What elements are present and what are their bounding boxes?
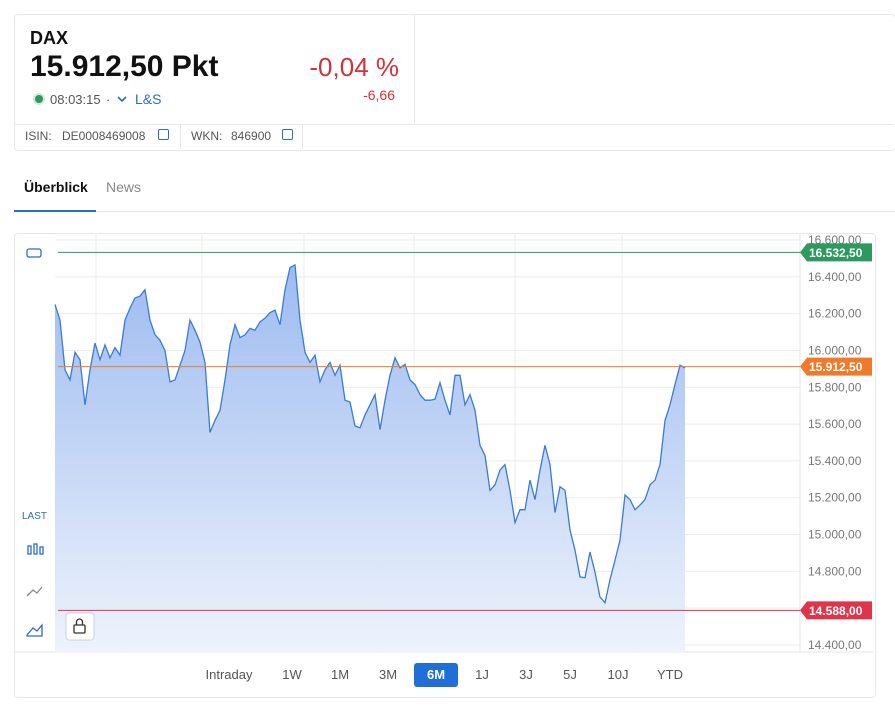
price-tag-label: 16.532,50: [809, 246, 863, 260]
y-tick-label: 16.400,00: [808, 270, 862, 284]
isin-label: ISIN:: [25, 129, 52, 143]
tab-indicator: [14, 210, 96, 212]
tab-border: [14, 211, 895, 212]
range-button[interactable]: 1W: [282, 667, 302, 682]
range-button[interactable]: 3J: [519, 667, 533, 682]
range-button[interactable]: YTD: [657, 667, 683, 682]
range-button[interactable]: 6M: [414, 663, 458, 687]
price-tag-label: 15.912,50: [809, 360, 863, 374]
lock-button[interactable]: [65, 612, 95, 641]
area: [55, 264, 685, 652]
range-button[interactable]: 1J: [475, 667, 489, 682]
y-tick-label: 14.800,00: [808, 564, 862, 578]
line: [54, 263, 686, 605]
price-tag: [800, 243, 872, 262]
y-tick-label: 15.600,00: [808, 417, 862, 431]
range-button[interactable]: 5J: [563, 667, 577, 682]
chart-card: [14, 233, 876, 698]
price-tag-label: 14.588,00: [809, 604, 863, 618]
range-button[interactable]: 1M: [330, 667, 350, 682]
copy-icon[interactable]: [282, 129, 293, 140]
range-button[interactable]: Intraday: [205, 667, 253, 682]
wkn: 846900: [231, 129, 272, 143]
mode-label[interactable]: LAST: [22, 511, 47, 522]
index-name: DAX: [30, 28, 69, 48]
separator: ·: [106, 92, 111, 107]
tool-icon[interactable]: [26, 623, 43, 637]
divider: [302, 125, 303, 149]
exchange[interactable]: L&S: [135, 91, 162, 107]
y-tick-label: 15.400,00: [808, 454, 862, 468]
lock-icon: [73, 624, 86, 634]
lock-icon: [75, 618, 84, 625]
change-abs: -6,66: [363, 87, 395, 103]
divider: [180, 125, 181, 149]
y-tick-label: 14.400,00: [808, 638, 862, 652]
range-button[interactable]: 10J: [607, 667, 629, 682]
copy-icon[interactable]: [158, 129, 169, 140]
wkn-label: WKN:: [191, 129, 223, 143]
time: 08:03:15: [50, 92, 101, 107]
quote-card: [14, 14, 895, 151]
live-dot: [35, 95, 43, 103]
tool-icon[interactable]: [26, 586, 43, 597]
y-tick-label: 15.000,00: [808, 528, 862, 542]
price: 15.912,50 Pkt: [30, 50, 219, 83]
y-tick-label: 15.800,00: [808, 380, 862, 394]
divider: [15, 124, 894, 125]
price-tag: [800, 357, 872, 376]
range-button[interactable]: 3M: [378, 667, 398, 682]
price-tag: [800, 601, 872, 620]
change-pct: -0,04 %: [309, 52, 399, 82]
tab[interactable]: News: [106, 179, 142, 195]
isin: DE0008469008: [62, 129, 146, 143]
y-tick-label: 16.000,00: [808, 343, 862, 357]
chevron[interactable]: [117, 95, 127, 103]
y-tick-label: 15.200,00: [808, 491, 862, 505]
y-tick-label: 16.200,00: [808, 307, 862, 321]
tab[interactable]: Überblick: [24, 179, 88, 195]
tool-icon[interactable]: [27, 543, 44, 555]
divider: [414, 14, 415, 124]
tool-icon[interactable]: [26, 248, 42, 258]
